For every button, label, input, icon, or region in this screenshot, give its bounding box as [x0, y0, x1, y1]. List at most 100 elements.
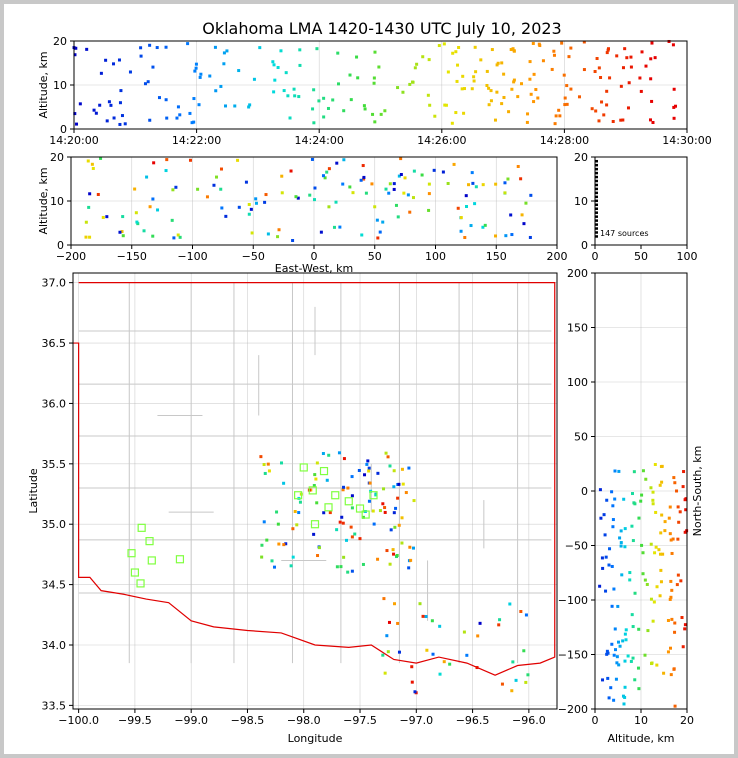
- source-point: [260, 543, 264, 547]
- source-point: [338, 520, 342, 524]
- source-point: [615, 54, 619, 58]
- source-point: [619, 84, 623, 88]
- source-point: [637, 627, 641, 631]
- altitude-northsouth-xtick-label: 20: [680, 714, 694, 727]
- source-point: [328, 511, 332, 515]
- source-point: [342, 109, 346, 113]
- source-point: [341, 521, 345, 525]
- source-point: [366, 459, 370, 463]
- source-point: [520, 82, 524, 86]
- source-point: [511, 660, 515, 664]
- source-point: [395, 553, 399, 557]
- source-point: [213, 45, 217, 49]
- source-point: [650, 661, 654, 665]
- source-point: [387, 191, 391, 195]
- source-point: [461, 74, 465, 78]
- source-point: [411, 196, 415, 200]
- source-point: [425, 648, 429, 652]
- source-point: [683, 627, 687, 631]
- source-point: [636, 666, 640, 670]
- source-point: [356, 76, 360, 80]
- source-point: [276, 235, 280, 239]
- source-point: [496, 61, 500, 65]
- source-point: [208, 74, 212, 78]
- plan-view-ytick-label: 35.5: [42, 458, 67, 471]
- source-point: [660, 464, 664, 468]
- source-point: [624, 628, 628, 632]
- source-point: [541, 59, 545, 63]
- altitude-northsouth-ytick-label: 100: [567, 376, 588, 389]
- source-point: [519, 177, 523, 181]
- source-point: [325, 170, 329, 174]
- source-point: [370, 182, 374, 186]
- density-point: [595, 203, 598, 207]
- lma-station-marker: [175, 555, 185, 564]
- source-point: [332, 225, 336, 229]
- source-point: [631, 539, 635, 543]
- source-point: [378, 509, 382, 513]
- source-point: [669, 673, 673, 677]
- source-point: [326, 106, 330, 110]
- source-point: [408, 82, 412, 86]
- source-point: [198, 75, 202, 79]
- source-point: [563, 96, 567, 100]
- source-point: [105, 119, 109, 123]
- source-point: [431, 652, 435, 656]
- source-point: [337, 451, 341, 455]
- source-point: [192, 120, 196, 124]
- source-point: [600, 556, 604, 560]
- source-point: [669, 646, 673, 650]
- source-point: [630, 524, 634, 528]
- source-point: [605, 103, 609, 107]
- source-point: [613, 497, 617, 501]
- source-point: [345, 538, 349, 542]
- source-point: [600, 100, 604, 104]
- source-point: [263, 200, 267, 204]
- source-point: [676, 573, 680, 577]
- plan-view-ytick-label: 33.5: [42, 699, 67, 712]
- lma-figure: Oklahoma LMA 1420-1430 UTC July 10, 2023…: [27, 19, 712, 745]
- source-point: [552, 49, 556, 53]
- source-point: [291, 555, 295, 559]
- source-point: [649, 57, 653, 61]
- source-point: [611, 120, 615, 124]
- altitude-northsouth-xtick-label: 10: [634, 714, 648, 727]
- source-point: [622, 702, 626, 706]
- source-point: [500, 102, 504, 106]
- source-point: [674, 104, 678, 108]
- source-point: [396, 496, 400, 500]
- source-point: [475, 666, 479, 670]
- source-point: [471, 181, 475, 185]
- source-point: [623, 695, 627, 699]
- source-point: [649, 542, 653, 546]
- source-point: [350, 494, 354, 498]
- plan-view-xtick-label: −96.5: [456, 714, 490, 727]
- source-point: [670, 617, 674, 621]
- source-point: [532, 100, 536, 104]
- source-point: [118, 230, 122, 234]
- source-point: [599, 516, 603, 520]
- density-point: [595, 183, 598, 187]
- source-point: [315, 47, 319, 51]
- source-point: [400, 467, 404, 471]
- source-point: [640, 50, 644, 54]
- source-point: [577, 95, 581, 99]
- source-point: [472, 75, 476, 79]
- source-point: [509, 213, 513, 217]
- source-point: [631, 625, 635, 629]
- source-point: [121, 215, 125, 219]
- source-point: [289, 169, 293, 173]
- source-point: [335, 528, 339, 532]
- source-point: [490, 48, 494, 52]
- source-point: [673, 704, 677, 708]
- source-point: [469, 224, 473, 228]
- source-point: [514, 678, 518, 682]
- source-point: [624, 638, 628, 642]
- source-point: [219, 187, 223, 191]
- source-point: [403, 176, 407, 180]
- source-point: [522, 649, 526, 653]
- source-point: [379, 112, 383, 116]
- source-point: [312, 198, 316, 202]
- lma-station-marker: [344, 497, 353, 506]
- source-point: [225, 49, 229, 53]
